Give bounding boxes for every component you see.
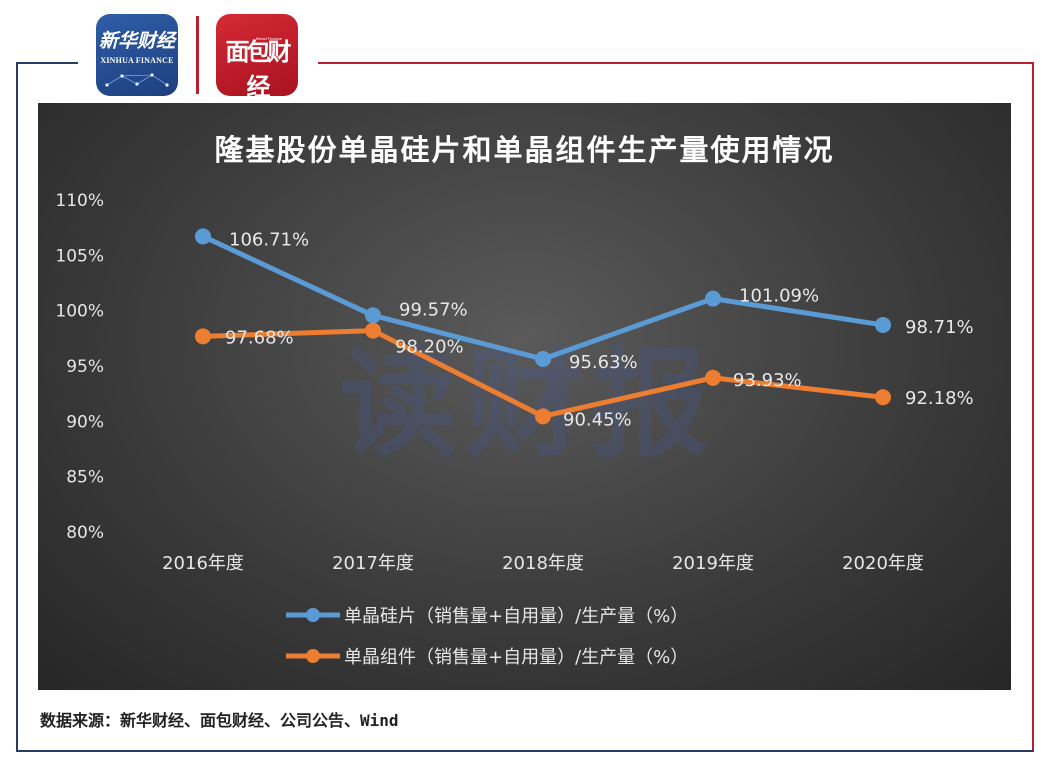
frame-top-right-line — [318, 62, 1034, 64]
frame-right-line — [1032, 62, 1034, 752]
y-tick-label: 90% — [66, 412, 104, 432]
data-label: 101.09% — [739, 286, 819, 307]
legend-entry: 单晶硅片（销售量+自用量）/生产量（%） — [344, 606, 688, 627]
data-label: 92.18% — [905, 388, 974, 409]
data-label: 106.71% — [229, 229, 309, 250]
data-point — [875, 389, 891, 406]
data-label: 98.71% — [905, 317, 974, 338]
y-tick-label: 85% — [66, 468, 104, 488]
x-tick-label: 2018年度 — [502, 553, 584, 574]
chart-title: 隆基股份单晶硅片和单晶组件生产量使用情况 — [214, 133, 835, 167]
data-label: 98.20% — [395, 337, 464, 358]
logo-divider — [196, 16, 199, 94]
data-label: 90.45% — [563, 409, 632, 430]
frame-top-left-line — [16, 62, 78, 64]
y-tick-label: 100% — [55, 302, 104, 322]
x-tick-label: 2020年度 — [842, 553, 924, 574]
x-tick-label: 2017年度 — [332, 553, 414, 574]
logo1-sub: XINHUA FINANCE — [100, 56, 174, 65]
data-label: 99.57% — [399, 299, 468, 320]
line-chart: 80% 85% 90% 95% 100% 105% 110% 2016年度 2017年度 2018… — [55, 191, 974, 668]
x-tick-label: 2019年度 — [672, 553, 754, 574]
chart-panel: 读财报 隆基股份单晶硅片和单晶组件生产量使用情况 80% 85% 90% 95% 100… — [38, 103, 1011, 690]
data-label: 95.63% — [569, 352, 638, 373]
data-point — [365, 307, 381, 324]
network-dots-icon — [105, 73, 169, 87]
frame-left-line — [16, 62, 18, 752]
data-point — [195, 228, 211, 245]
source-note: 数据来源：新华财经、面包财经、公司公告、Wind — [40, 711, 399, 730]
y-tick-label: 95% — [66, 357, 104, 377]
data-point — [705, 290, 721, 307]
logo2-sub: Bread Finance — [256, 36, 283, 41]
data-point — [705, 369, 721, 386]
y-tick-label: 80% — [66, 523, 104, 543]
y-tick-label: 105% — [55, 246, 104, 266]
data-label: 93.93% — [733, 370, 802, 391]
y-tick-label: 110% — [55, 191, 104, 211]
legend-marker — [306, 649, 320, 663]
frame-bottom-line — [16, 750, 1034, 752]
data-point — [535, 408, 551, 425]
data-point — [535, 351, 551, 368]
logo1-name: 新华财经 — [98, 30, 175, 52]
legend-entry: 单晶组件（销售量+自用量）/生产量（%） — [344, 647, 688, 668]
xinhua-finance-logo: 新华财经 XINHUA FINANCE — [96, 14, 178, 96]
x-tick-label: 2016年度 — [162, 553, 244, 574]
data-label: 97.68% — [225, 327, 294, 348]
data-point — [365, 322, 381, 339]
data-point — [195, 328, 211, 345]
data-point — [875, 316, 891, 333]
bread-finance-logo: 面包财经 Bread Finance — [216, 14, 298, 96]
logo2-name: 面包财经 — [225, 38, 292, 96]
legend-marker — [306, 608, 320, 622]
